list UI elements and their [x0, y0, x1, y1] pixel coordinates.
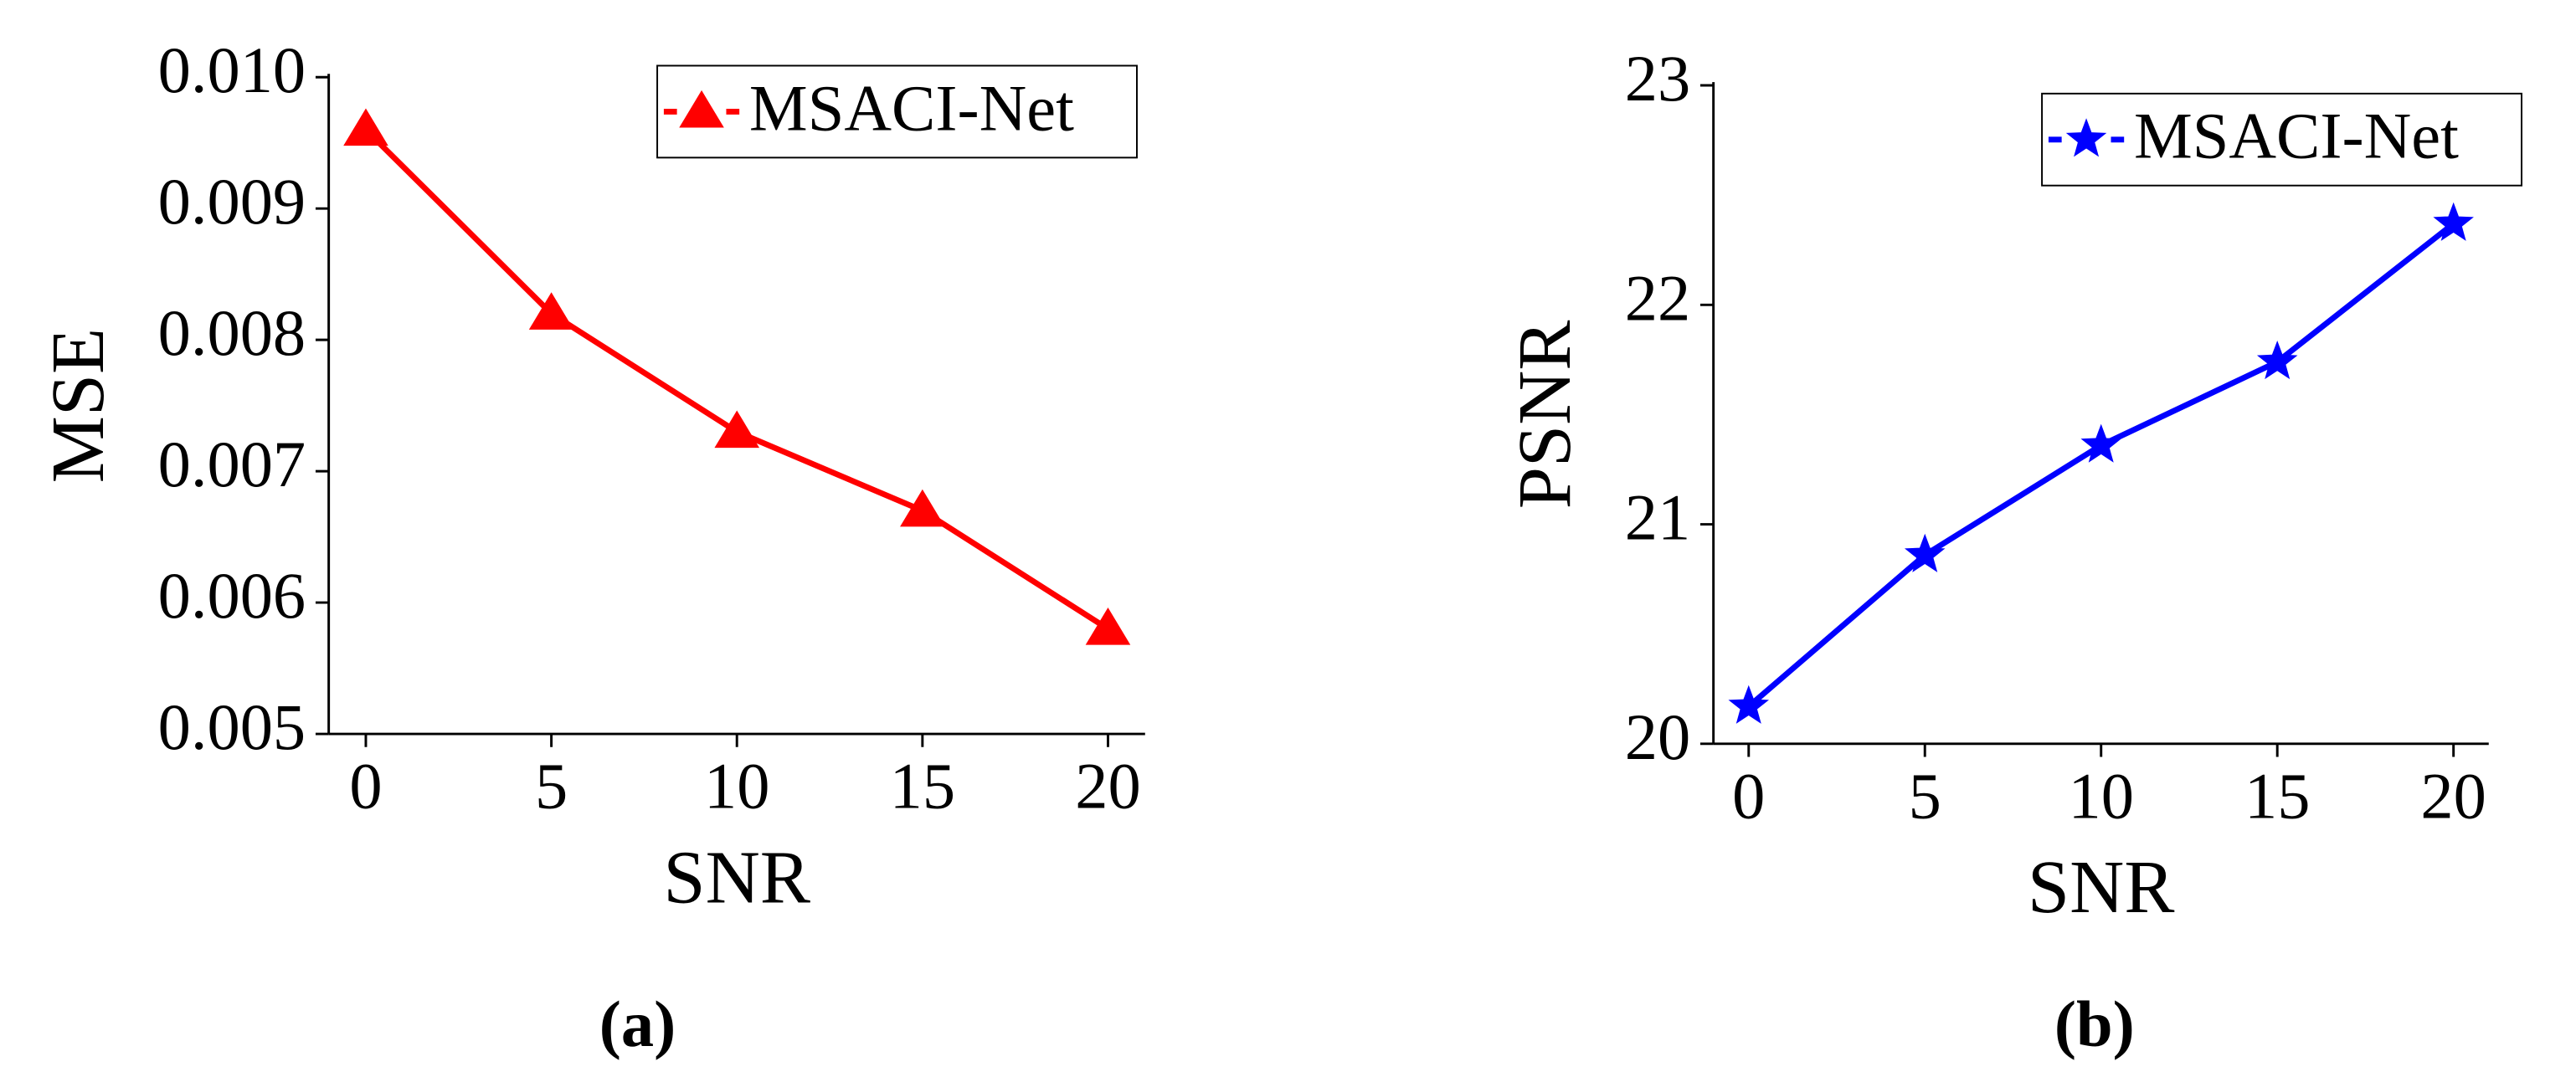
x-axis-label: SNR	[663, 835, 810, 919]
legend-label: MSACI-Net	[2134, 100, 2459, 172]
x-tick-label: 15	[2244, 759, 2310, 832]
x-tick-label: 5	[1909, 759, 1941, 832]
x-tick-label: 20	[2420, 759, 2486, 832]
y-tick-label: 0.005	[158, 690, 306, 763]
y-tick-label: 0.010	[158, 33, 306, 106]
x-tick-label: 15	[890, 750, 955, 823]
data-point	[1904, 533, 1946, 572]
data-point	[900, 489, 945, 527]
x-tick-label: 0	[1732, 759, 1765, 832]
data-point	[2080, 423, 2121, 463]
data-point	[528, 292, 574, 330]
x-tick-label: 5	[535, 750, 568, 823]
x-tick-label: 10	[704, 750, 769, 823]
caption: (a)	[599, 987, 676, 1060]
x-tick-label: 20	[1075, 750, 1140, 823]
series-line	[363, 127, 1110, 632]
y-tick-label: 0.006	[158, 559, 306, 632]
data-point	[343, 108, 388, 146]
data-point	[1085, 607, 1131, 645]
x-tick-label: 0	[349, 750, 382, 823]
y-tick-label: 0.008	[158, 296, 306, 369]
legend-marker	[2065, 118, 2107, 157]
caption: (b)	[2054, 987, 2135, 1060]
y-tick-label: 23	[1625, 42, 1690, 115]
x-axis-label: SNR	[2028, 845, 2175, 929]
data-point	[2433, 202, 2474, 241]
x-tick-label: 10	[2068, 759, 2133, 832]
y-axis-label: MSE	[36, 328, 120, 484]
y-axis-label: PSNR	[1503, 320, 1586, 510]
y-tick-label: 22	[1625, 261, 1690, 334]
legend-marker	[679, 90, 724, 128]
y-tick-label: 20	[1625, 700, 1690, 773]
y-tick-label: 0.009	[158, 165, 306, 238]
data-point	[2256, 340, 2298, 380]
data-point	[714, 410, 760, 449]
data-point	[1728, 685, 1770, 724]
y-tick-label: 0.007	[158, 428, 306, 500]
series-line	[1746, 221, 2455, 709]
y-tick-label: 21	[1625, 481, 1690, 554]
legend-label: MSACI-Net	[749, 71, 1074, 144]
